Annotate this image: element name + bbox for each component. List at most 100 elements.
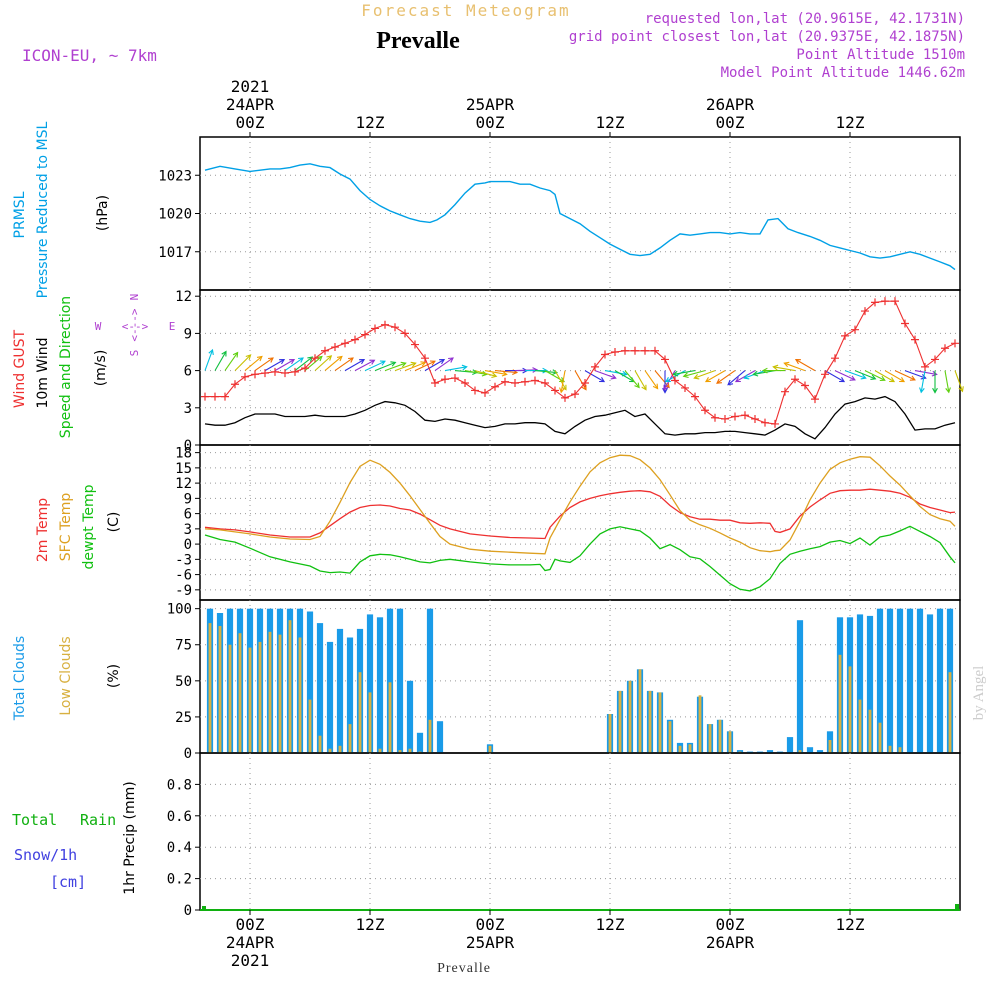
rain-marker-start xyxy=(202,906,206,910)
wind-arrow xyxy=(727,370,746,386)
low-cloud-bar xyxy=(718,719,722,753)
wind-arrow-head xyxy=(634,382,640,389)
low-cloud-bar xyxy=(358,672,362,753)
low-cloud-bar xyxy=(388,682,392,753)
wind-arrow xyxy=(844,370,866,379)
temperature-ytick-label: 9 xyxy=(184,491,192,507)
wind-arrow-head xyxy=(316,355,323,362)
wind-arrow-head xyxy=(716,378,722,384)
low-cloud-bar xyxy=(878,722,882,753)
wind-arrow xyxy=(474,370,497,377)
wind-gust-marker xyxy=(521,377,529,386)
wind-arrow-head xyxy=(958,386,964,393)
clouds-ytick-label: 50 xyxy=(175,674,192,690)
wind-arrow-head xyxy=(221,350,227,357)
dewpt-label: dewpt Temp xyxy=(81,484,97,569)
compass-we-arrow: <--> xyxy=(122,320,149,333)
wind-gust-marker xyxy=(791,375,799,384)
wind-arrow xyxy=(234,354,251,371)
low-cloud-bar xyxy=(618,690,622,753)
wind-gust-marker xyxy=(251,370,259,379)
wind-gust-marker xyxy=(751,414,759,423)
low-cloud-bar xyxy=(248,647,252,753)
wind-ytick-label: 3 xyxy=(184,401,192,417)
low-cloud-bar xyxy=(338,745,342,753)
bottom-time-label: 12Z xyxy=(356,915,385,934)
wind-gust-marker xyxy=(721,414,729,423)
wind-panel: 0 3 6 9 12 xyxy=(175,289,964,454)
dewpt-line xyxy=(204,525,956,592)
wind-arrow xyxy=(834,370,856,381)
station-name: Prevalle xyxy=(376,28,460,54)
cloud-labels: Total Clouds Low Clouds (%) xyxy=(12,636,122,721)
wind-arrow-head xyxy=(561,384,567,391)
wind-gust-marker xyxy=(851,325,859,334)
wind-gust-marker xyxy=(321,346,329,355)
low-cloud-bar xyxy=(948,672,952,753)
wind-arrow-head xyxy=(752,370,759,377)
low-cloud-bar xyxy=(258,641,262,753)
watermark: by Angel xyxy=(971,666,987,721)
wind-gust-marker xyxy=(261,369,269,378)
compass-ns-arrow: <---> xyxy=(128,308,141,341)
wind-arrow xyxy=(254,357,274,372)
snow-unit-label: [cm] xyxy=(50,873,86,891)
wind-arrow-head xyxy=(256,355,263,362)
temperature-ytick-label: -3 xyxy=(175,552,192,568)
wind-gust-marker xyxy=(381,320,389,329)
wind-gust-marker xyxy=(771,419,779,428)
low-cloud-bar xyxy=(898,747,902,753)
clouds-ytick-label: 25 xyxy=(175,710,192,726)
low-cloud-bar xyxy=(318,735,322,753)
low-cloud-bar xyxy=(698,695,702,753)
wind-arrow-head xyxy=(232,351,239,358)
wind-frame xyxy=(199,289,961,446)
clouds-ytick-label: 75 xyxy=(175,638,192,654)
header-title: Forecast Meteogram xyxy=(361,1,570,20)
wind-gust-marker xyxy=(301,364,309,373)
wind-arrow xyxy=(244,356,263,372)
total-cloud-bar xyxy=(306,611,314,753)
top-time-label: 00Z xyxy=(236,113,265,132)
bottom-time-label: 00Z xyxy=(476,915,505,934)
wind-gust-marker xyxy=(941,344,949,353)
wind-arrow-head xyxy=(420,361,427,367)
wind-arrow-head xyxy=(662,387,668,394)
wind-arrow-head xyxy=(429,360,436,366)
total-cloud-bar xyxy=(796,620,804,753)
wind-arrow-head xyxy=(336,355,343,362)
wind-arrow xyxy=(753,370,776,375)
low-cloud-bar xyxy=(628,680,632,753)
wind-gust-marker xyxy=(701,406,709,415)
model-altitude: Model Point Altitude 1446.62m xyxy=(721,65,965,81)
wind-arrow-head xyxy=(410,361,417,368)
wind-gust-marker xyxy=(391,323,399,332)
top-time-label: 24APR xyxy=(226,95,275,114)
bottom-time-label: 12Z xyxy=(596,915,625,934)
temperature-ytick-label: 18 xyxy=(175,446,192,462)
wind-gust-marker xyxy=(361,330,369,339)
wind-10m-line xyxy=(204,395,956,440)
top-time-label: 12Z xyxy=(596,113,625,132)
precip-labels: Total Rain Snow/1h [cm] 1hr Precip (mm) xyxy=(12,781,138,894)
low-cloud-bar xyxy=(218,626,222,753)
wind-arrow-head xyxy=(682,372,689,379)
wind-gust-marker xyxy=(731,412,739,421)
wind-arrow xyxy=(920,370,926,393)
wind-gust-marker xyxy=(401,329,409,338)
wind-gust-marker xyxy=(231,380,239,389)
pressure-unit-label: (hPa) xyxy=(95,195,111,231)
wind-arrow xyxy=(644,370,659,389)
wind-arrow xyxy=(574,370,587,390)
wind-gust-marker xyxy=(241,372,249,381)
pressure-ytick-label: 1017 xyxy=(158,245,192,261)
wind-arrow xyxy=(274,359,295,372)
wind-dir-label: Speed and Direction xyxy=(58,296,74,438)
wind-arrow xyxy=(204,349,214,371)
wind-gust-marker xyxy=(371,324,379,333)
total-cloud-bar xyxy=(866,615,874,753)
wind-arrow xyxy=(716,370,736,384)
wind-gust-marker xyxy=(891,297,899,306)
temperature-ytick-label: 3 xyxy=(184,522,192,538)
total-cloud-bar xyxy=(416,732,424,753)
